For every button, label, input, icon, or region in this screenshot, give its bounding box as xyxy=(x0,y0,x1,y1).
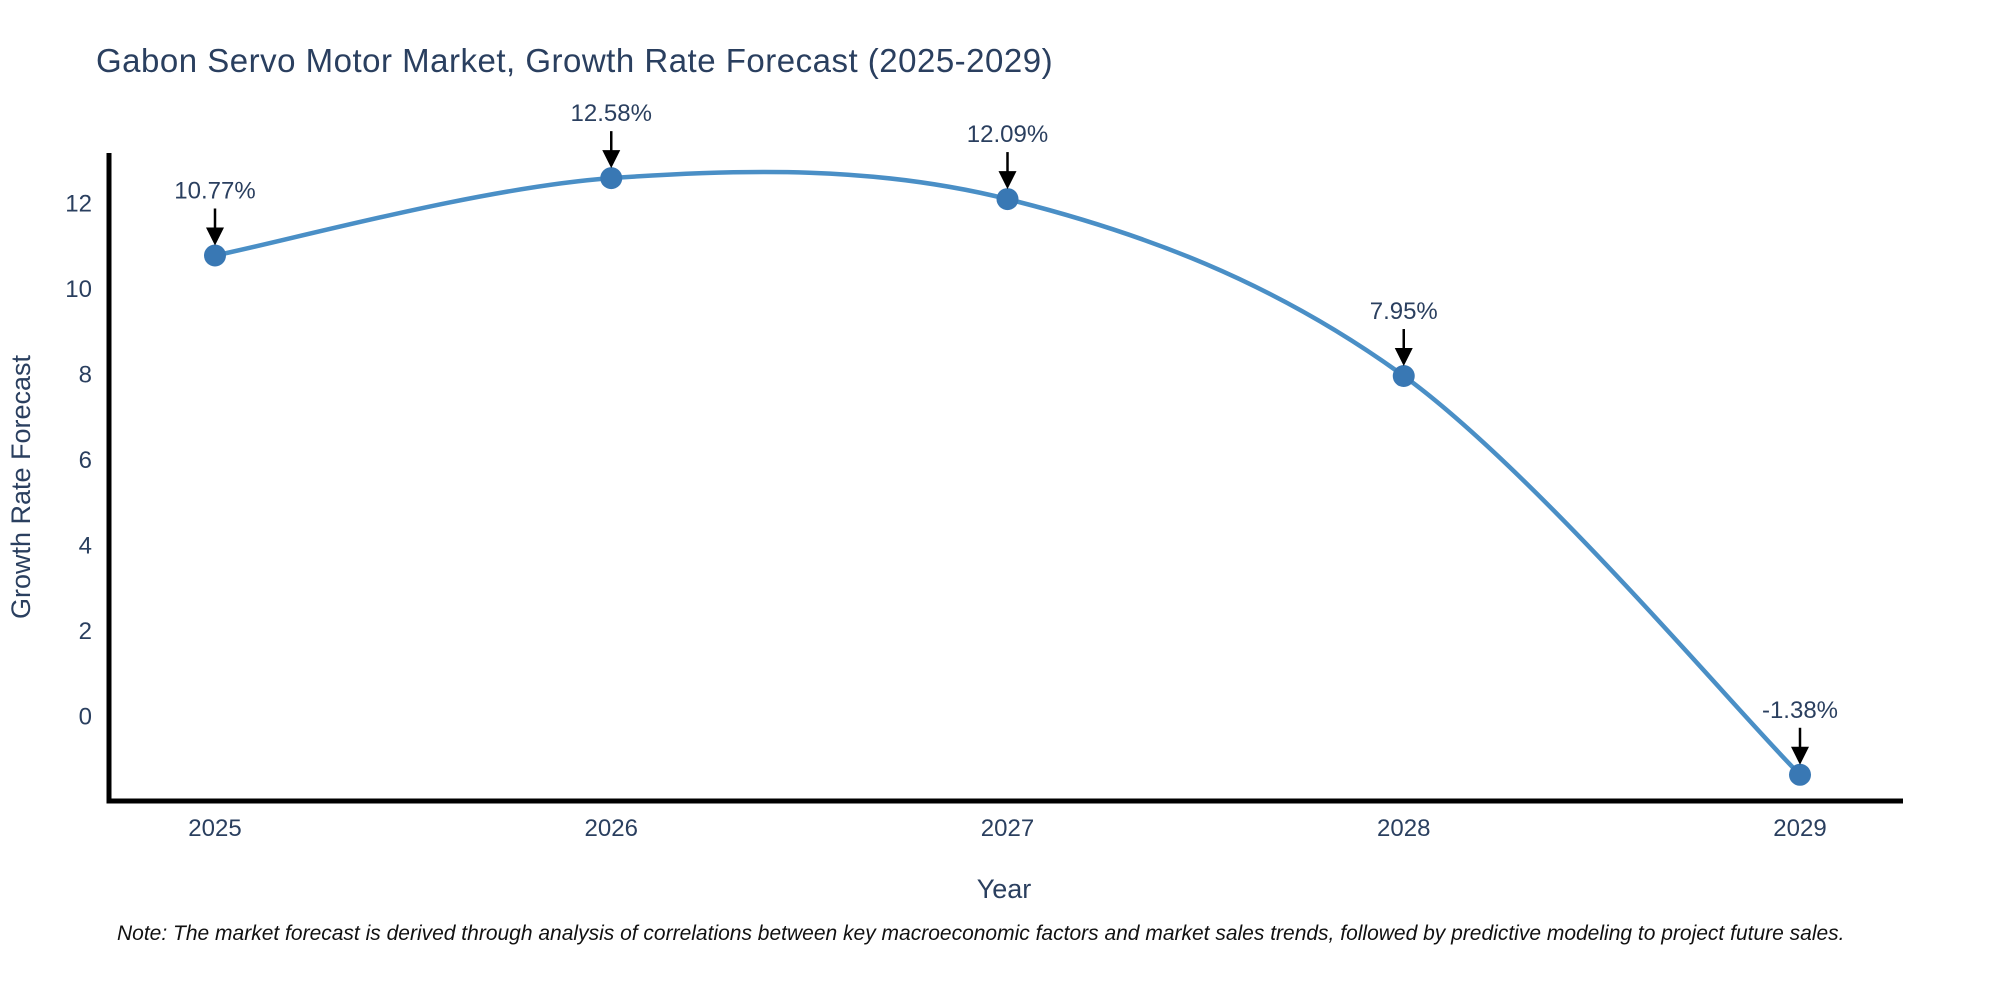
x-tick-label: 2029 xyxy=(1773,815,1826,842)
point-annotations: 10.77% 12.58% 12.09% 7.95% -1.38% xyxy=(174,100,1838,765)
series-markers xyxy=(204,167,1811,786)
point-value-label: -1.38% xyxy=(1762,697,1838,724)
x-axis-ticks: 2025 2026 2027 2028 2029 xyxy=(188,815,1826,842)
point-value-label: 12.09% xyxy=(967,121,1048,148)
annotation-arrowhead-icon xyxy=(602,150,621,169)
annotation-arrowhead-icon xyxy=(998,171,1017,190)
y-tick-label: 2 xyxy=(79,618,92,645)
annotation-arrowhead-icon xyxy=(206,227,224,246)
y-tick-label: 0 xyxy=(79,703,92,730)
data-point-marker[interactable] xyxy=(1392,365,1415,388)
y-tick-label: 10 xyxy=(65,276,92,303)
data-point-marker[interactable] xyxy=(1789,763,1811,786)
point-value-label: 7.95% xyxy=(1370,298,1438,325)
annotation-arrowhead-icon xyxy=(1394,348,1413,367)
x-tick-label: 2028 xyxy=(1377,815,1430,842)
point-value-label: 10.77% xyxy=(174,177,255,204)
y-tick-label: 12 xyxy=(65,190,92,217)
y-axis-ticks: 0 2 4 6 8 10 12 xyxy=(65,190,92,730)
y-tick-label: 8 xyxy=(79,361,92,388)
series-line xyxy=(212,169,1803,778)
y-tick-label: 6 xyxy=(79,447,92,474)
data-point-marker[interactable] xyxy=(600,167,623,190)
data-point-marker[interactable] xyxy=(996,188,1019,211)
x-tick-label: 2025 xyxy=(188,815,241,842)
data-point-marker[interactable] xyxy=(204,244,226,267)
y-tick-label: 4 xyxy=(79,532,92,559)
footnote: Note: The market forecast is derived thr… xyxy=(117,922,1845,945)
chart-title: Gabon Servo Motor Market, Growth Rate Fo… xyxy=(96,42,1054,79)
annotation-arrowhead-icon xyxy=(1791,746,1809,765)
point-value-label: 12.58% xyxy=(571,100,652,127)
x-tick-label: 2027 xyxy=(981,815,1034,842)
y-axis-title: Growth Rate Forecast xyxy=(6,354,36,619)
x-tick-label: 2026 xyxy=(585,815,638,842)
x-axis-title: Year xyxy=(977,874,1032,904)
